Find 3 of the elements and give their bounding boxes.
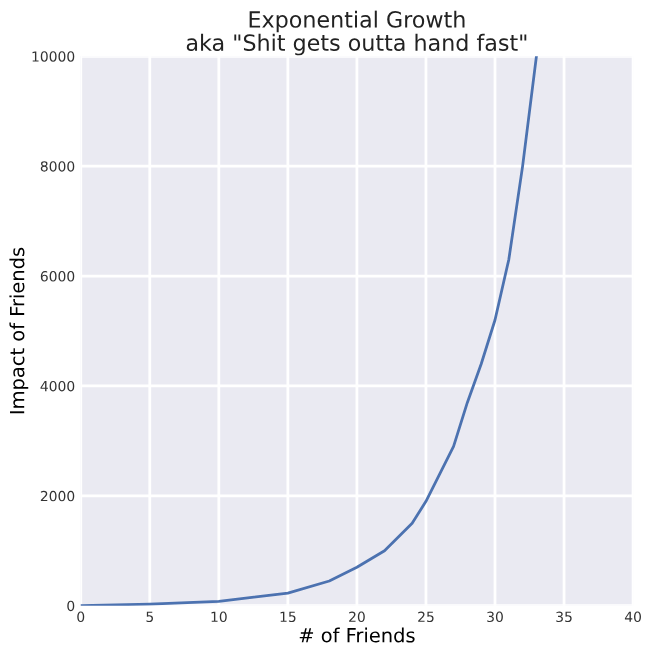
chart-title: Exponential Growth aka "Shit gets outta hand fast": [186, 10, 527, 56]
y-axis-title: Impact of Friends: [9, 247, 29, 414]
x-axis-title: # of Friends: [299, 627, 415, 643]
